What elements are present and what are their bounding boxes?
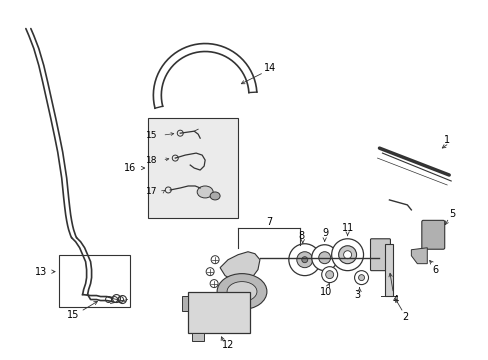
Circle shape	[358, 275, 364, 280]
Text: 2: 2	[402, 312, 407, 323]
Text: 16: 16	[124, 163, 136, 173]
FancyBboxPatch shape	[421, 220, 444, 249]
Bar	[192, 333, 203, 341]
Circle shape	[288, 244, 320, 276]
Text: 15: 15	[145, 131, 157, 140]
Text: 11: 11	[341, 223, 353, 233]
Text: 1: 1	[443, 135, 449, 145]
Text: 7: 7	[265, 217, 271, 227]
Bar	[148, 118, 238, 218]
Ellipse shape	[197, 186, 213, 198]
Circle shape	[343, 251, 351, 259]
Polygon shape	[220, 252, 260, 282]
Circle shape	[206, 268, 214, 276]
Text: 10: 10	[319, 287, 331, 297]
Ellipse shape	[210, 192, 220, 200]
Text: 8: 8	[298, 231, 304, 241]
Text: 14: 14	[263, 63, 275, 73]
Circle shape	[321, 267, 337, 283]
Text: 9: 9	[322, 228, 328, 238]
Text: 5: 5	[448, 209, 454, 219]
Bar	[59, 255, 130, 306]
Text: 4: 4	[391, 294, 398, 305]
FancyBboxPatch shape	[370, 239, 389, 271]
Text: 15: 15	[66, 310, 79, 320]
Text: 17: 17	[145, 188, 157, 197]
Text: 12: 12	[222, 340, 234, 350]
Ellipse shape	[217, 274, 266, 310]
Circle shape	[318, 252, 330, 264]
Circle shape	[211, 256, 219, 264]
Ellipse shape	[226, 282, 256, 302]
Circle shape	[331, 239, 363, 271]
Circle shape	[354, 271, 368, 285]
Circle shape	[210, 280, 218, 288]
Bar	[182, 296, 188, 311]
Bar	[188, 292, 249, 333]
Text: 13: 13	[35, 267, 47, 276]
Circle shape	[311, 245, 337, 271]
Circle shape	[296, 252, 312, 268]
Bar	[385, 244, 393, 296]
Polygon shape	[410, 248, 427, 264]
Text: 18: 18	[145, 156, 157, 165]
Circle shape	[338, 246, 356, 264]
Circle shape	[301, 257, 307, 263]
Circle shape	[325, 271, 333, 279]
Text: 6: 6	[431, 265, 437, 275]
Text: 3: 3	[354, 289, 360, 300]
